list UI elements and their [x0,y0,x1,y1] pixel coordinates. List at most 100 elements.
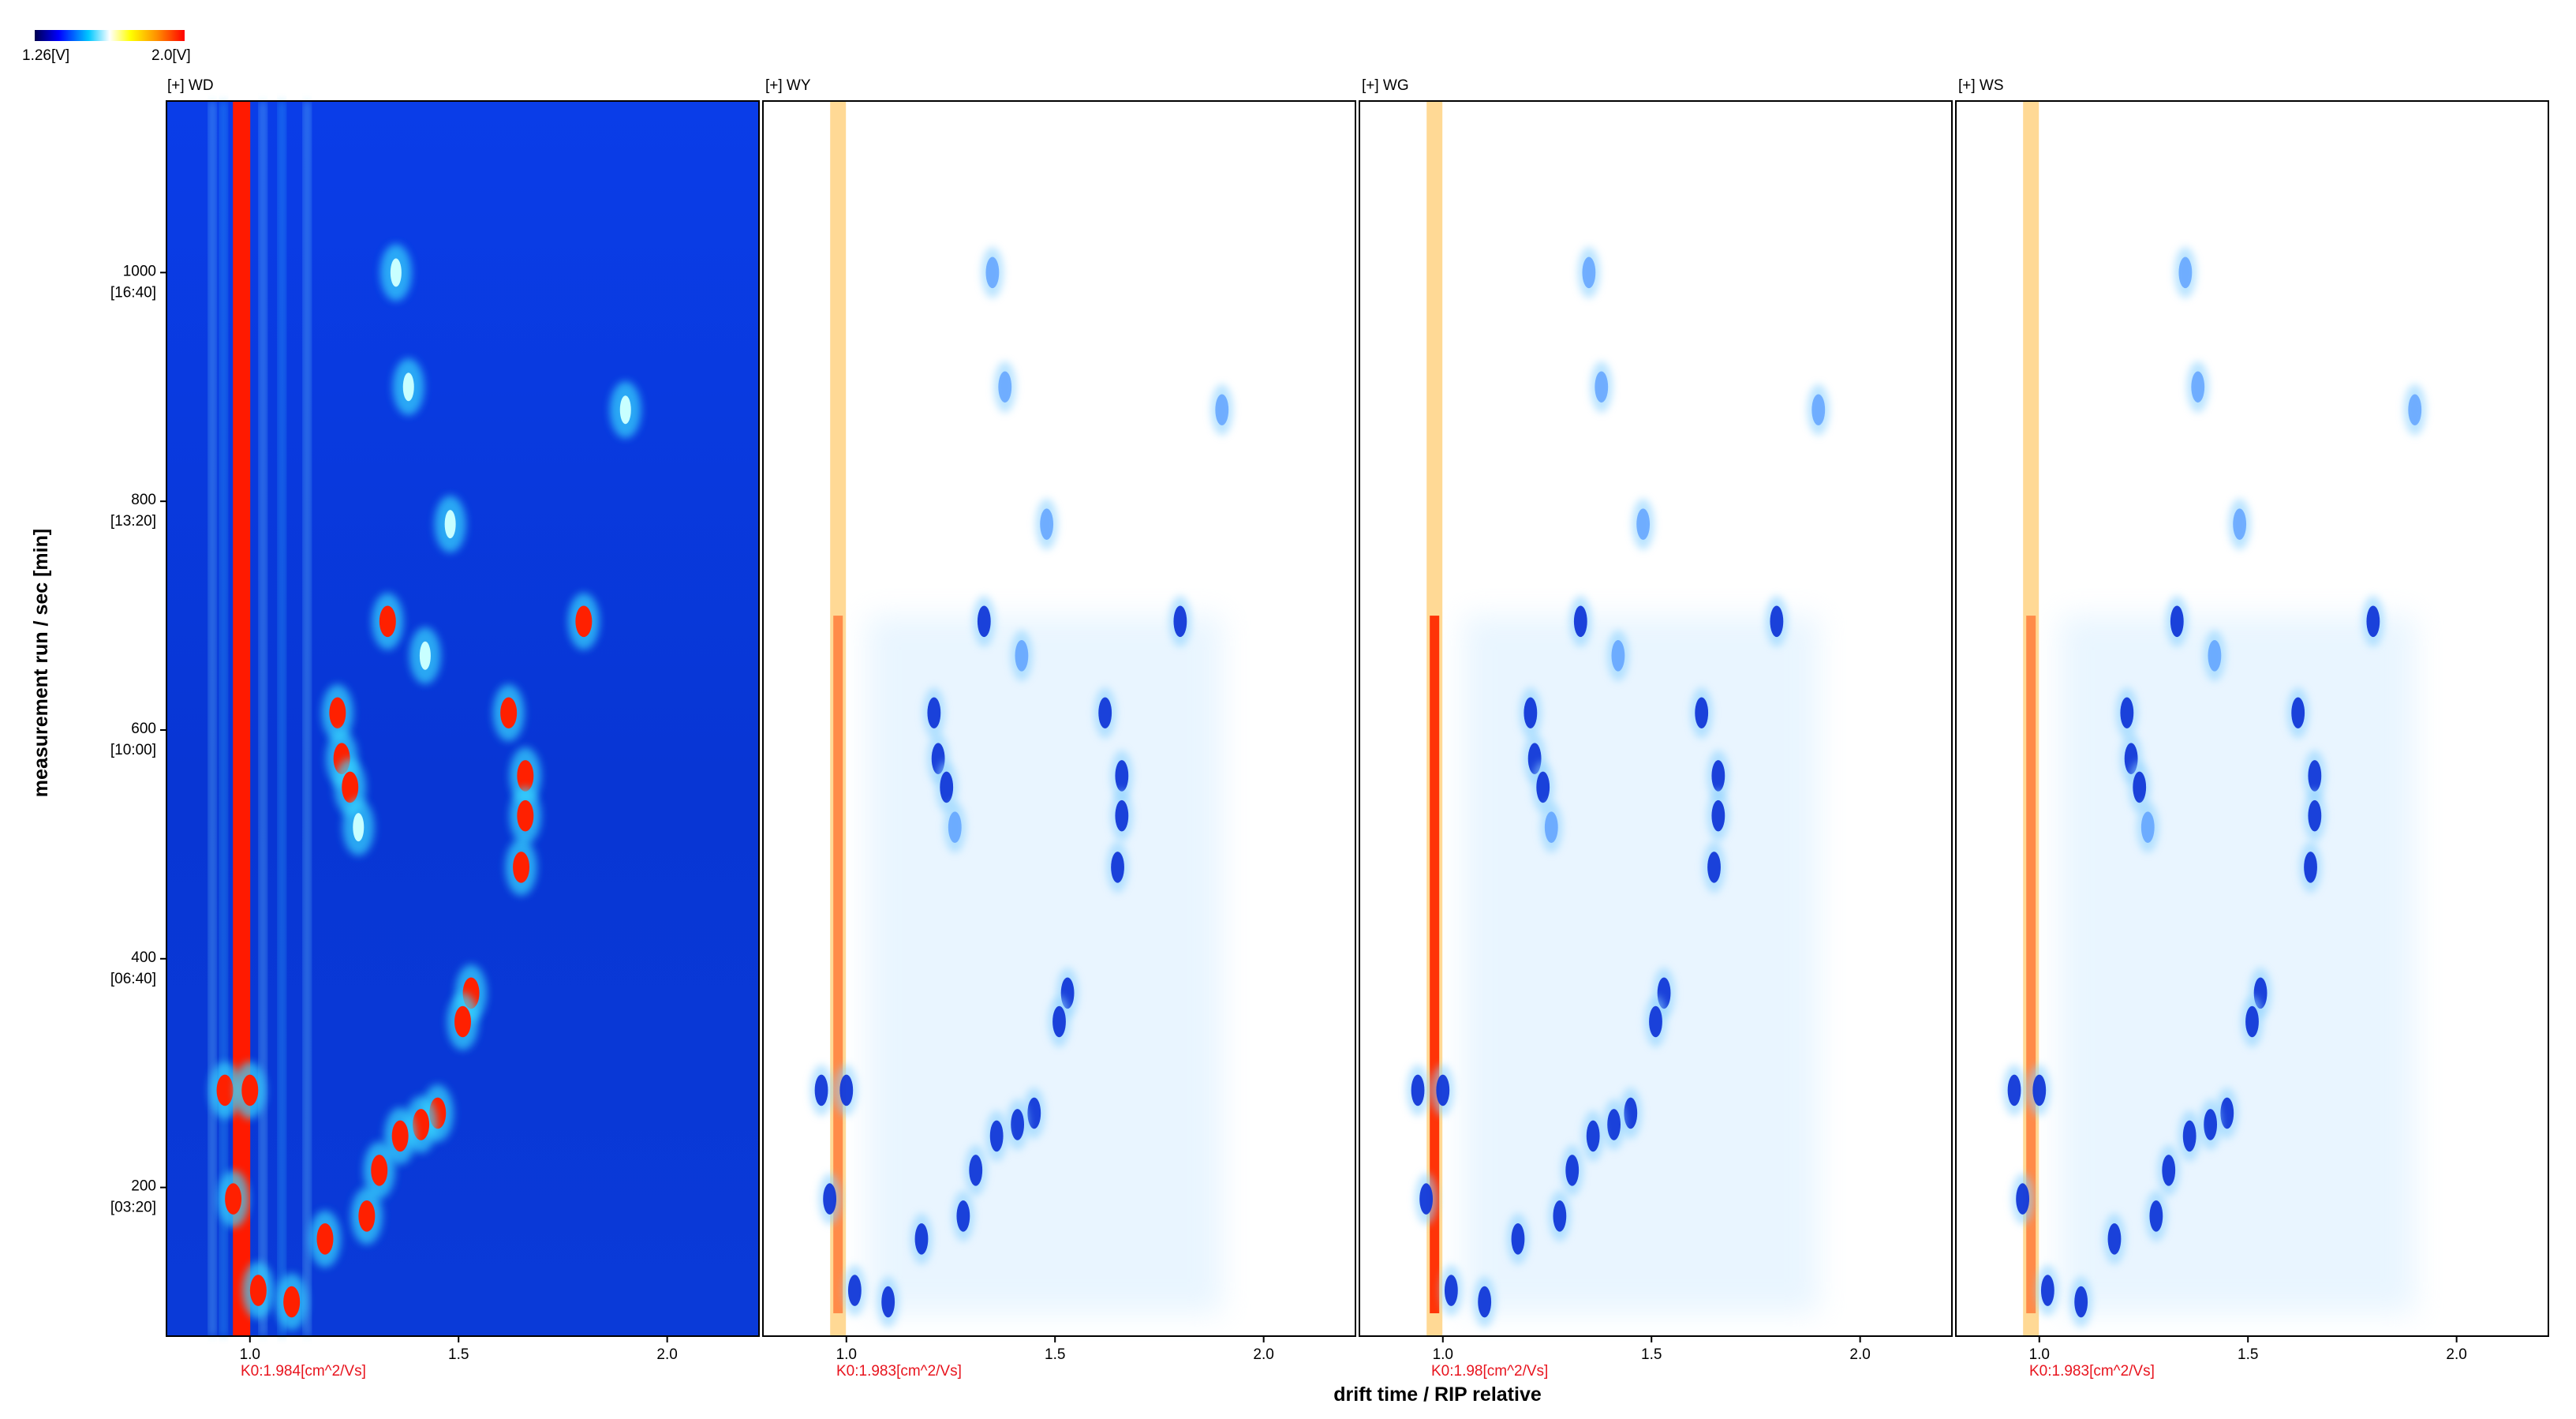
rip-line [833,616,843,1314]
peak [575,605,593,638]
wd-streak [221,101,226,1336]
peak [249,1275,267,1306]
peak [1695,697,1709,729]
peak [1811,394,1826,426]
peak [2133,771,2147,803]
peak [2074,1286,2088,1318]
x-axis-title: drift time / RIP relative [1333,1383,1542,1406]
peak [2178,256,2193,289]
peak [969,1155,983,1186]
panel-ws: [+] WS K0:1.983[cm^2/Vs] [1955,77,2549,1380]
y-tick-sublabel: [13:20] [110,513,156,530]
peak [353,813,365,842]
peak [814,1074,828,1106]
peak [216,1074,234,1106]
peak [358,1200,376,1232]
peak [1544,811,1558,843]
panel-wg: [+] WG K0:1.98[cm^2/Vs] [1359,77,1953,1380]
diff-wash [1464,616,1819,1314]
peak [1711,799,1725,832]
panel-wy-frame [762,100,1356,1337]
peak [1624,1097,1638,1129]
peak [454,1005,471,1038]
peak [847,1275,862,1306]
wd-streak [210,101,215,1336]
peak [1052,1005,1066,1038]
peak [342,771,359,803]
peak [1011,1109,1025,1140]
panel-ws-heatmap [2003,101,2426,1336]
wd-streak [305,101,310,1336]
rip-line [233,101,251,1336]
peak [2040,1275,2054,1306]
peak [517,760,534,792]
panel-ws-frame [1955,100,2549,1337]
peak [1098,697,1112,729]
x-tick-label: 1.0 [2029,1346,2050,1363]
panel-wg-heatmap [1407,101,1830,1336]
y-axis: 200 [03:20] 400 [06:40] 600 [10:00] 800 [13:20]… [110,263,166,1216]
peak [1707,852,1721,883]
panel-label-wy: [+] WY [765,77,811,94]
color-scale-max-label: 2.0[V] [151,47,191,64]
peak [283,1286,301,1318]
peak [1027,1097,1041,1129]
peak [1565,1155,1580,1186]
y-tick-sublabel: [03:20] [110,1200,156,1216]
y-tick-sublabel: [16:40] [110,284,156,301]
peak [1478,1286,1492,1318]
peak [2107,1223,2122,1255]
peak [1582,256,1596,289]
panel-ws-k0: K0:1.983[cm^2/Vs] [2029,1363,2155,1380]
peak [2308,799,2322,832]
peak [1040,508,1054,540]
peak [419,641,431,670]
x-tick-label: 2.0 [1253,1346,1273,1363]
panel-wd-frame [166,100,760,1337]
peak [1524,697,1538,729]
peak [1015,640,1029,672]
peak [2149,1200,2163,1232]
peak [2291,697,2305,729]
peak [2204,1109,2218,1140]
x-tick-label: 1.5 [1045,1346,1065,1363]
peak [1411,1074,1425,1106]
peak [619,395,631,425]
peak [1444,1275,1458,1306]
rip-line [2026,616,2036,1314]
diff-wash [867,616,1222,1314]
peak [1586,1120,1600,1152]
peak [329,697,346,729]
y-tick-label: 1000 [123,263,156,279]
panel-wy: [+] WY K0:1.983[cm^2/Vs] [762,77,1356,1380]
peak [2308,760,2322,792]
peak [444,510,456,539]
rip-line [1430,616,1440,1314]
peak [1595,371,1609,403]
peak [2120,697,2134,729]
peak [390,258,402,287]
peak [2233,508,2247,540]
x-tick-label: 1.5 [2238,1346,2258,1363]
peak [914,1223,929,1255]
peak [316,1223,334,1255]
peak [2032,1074,2047,1106]
peak [2170,605,2184,638]
peak [1536,771,1550,803]
peak [1636,508,1651,540]
peak [1173,605,1187,638]
peak [1111,852,1124,883]
panel-label-wg: [+] WG [1362,77,1409,94]
peak [2208,640,2222,672]
peak [517,799,534,832]
peak [1436,1074,1450,1106]
peak [881,1286,895,1318]
panel-label-wd: [+] WD [167,77,214,94]
color-scale: 1.26[V] 2.0[V] [22,30,191,64]
y-tick-sublabel: [10:00] [110,742,156,758]
peak [2007,1074,2021,1106]
peak [1649,1005,1662,1038]
peak [2245,1005,2259,1038]
panel-wg-k0: K0:1.98[cm^2/Vs] [1431,1363,1548,1380]
